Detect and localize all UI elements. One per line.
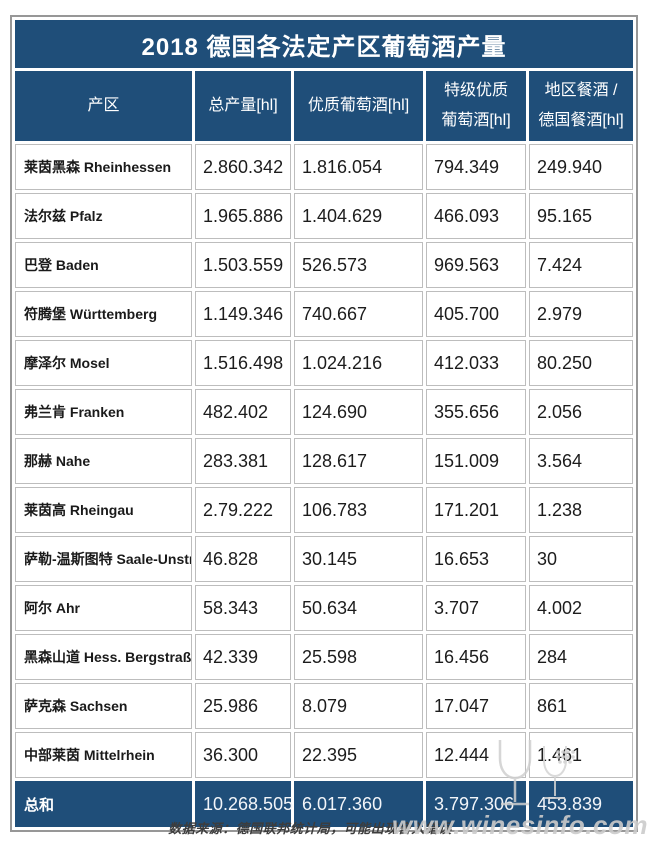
value-cell: 1.149.346: [195, 291, 291, 337]
value-cell: 46.828: [195, 536, 291, 582]
value-cell: 1.238: [529, 487, 634, 533]
value-cell: 50.634: [294, 585, 423, 631]
value-cell: 4.002: [529, 585, 634, 631]
value-cell: 16.653: [426, 536, 526, 582]
table-row: 阿尔 Ahr 58.343 50.634 3.707 4.002: [15, 585, 634, 631]
value-cell: 124.690: [294, 389, 423, 435]
table-row: 弗兰肯 Franken 482.402 124.690 355.656 2.05…: [15, 389, 634, 435]
region-cell: 黑森山道 Hess. Bergstraße: [15, 634, 192, 680]
region-cell: 阿尔 Ahr: [15, 585, 192, 631]
value-cell: 2.79.222: [195, 487, 291, 533]
value-cell: 3.564: [529, 438, 634, 484]
total-value-cell: 6.017.360: [294, 781, 423, 827]
value-cell: 1.516.498: [195, 340, 291, 386]
value-cell: 412.033: [426, 340, 526, 386]
value-cell: 284: [529, 634, 634, 680]
value-cell: 22.395: [294, 732, 423, 778]
region-cell: 萨克森 Sachsen: [15, 683, 192, 729]
table-row: 萨克森 Sachsen 25.986 8.079 17.047 861: [15, 683, 634, 729]
region-cell: 莱茵黑森 Rheinhessen: [15, 144, 192, 190]
column-header-region: 产区: [15, 71, 192, 141]
table-row: 萨勒-温斯图特 Saale-Unstrut 46.828 30.145 16.6…: [15, 536, 634, 582]
value-cell: 12.444: [426, 732, 526, 778]
region-cell: 符腾堡 Württemberg: [15, 291, 192, 337]
region-cell: 摩泽尔 Mosel: [15, 340, 192, 386]
region-cell: 萨勒-温斯图特 Saale-Unstrut: [15, 536, 192, 582]
value-cell: 355.656: [426, 389, 526, 435]
value-cell: 8.079: [294, 683, 423, 729]
value-cell: 1.965.886: [195, 193, 291, 239]
column-header-premium: 特级优质 葡萄酒[hl]: [426, 71, 526, 141]
header-row: 产区 总产量[hl] 优质葡萄酒[hl] 特级优质 葡萄酒[hl] 地区餐酒 /…: [15, 71, 634, 141]
data-source-note: 数据来源：德国联邦统计局，可能出现舍入错误: [168, 821, 452, 836]
wine-production-table: 2018 德国各法定产区葡萄酒产量 产区 总产量[hl] 优质葡萄酒[hl] 特…: [10, 15, 639, 832]
value-cell: 861: [529, 683, 634, 729]
total-row: 总和 10.268.505 6.017.360 3.797.306 453.83…: [15, 781, 634, 827]
value-cell: 151.009: [426, 438, 526, 484]
value-cell: 171.201: [426, 487, 526, 533]
table-row: 符腾堡 Württemberg 1.149.346 740.667 405.70…: [15, 291, 634, 337]
region-cell: 中部莱茵 Mittelrhein: [15, 732, 192, 778]
table-row: 巴登 Baden 1.503.559 526.573 969.563 7.424: [15, 242, 634, 288]
table-row: 法尔兹 Pfalz 1.965.886 1.404.629 466.093 95…: [15, 193, 634, 239]
value-cell: 16.456: [426, 634, 526, 680]
region-cell: 巴登 Baden: [15, 242, 192, 288]
value-cell: 969.563: [426, 242, 526, 288]
value-cell: 30: [529, 536, 634, 582]
value-cell: 1.404.629: [294, 193, 423, 239]
region-cell: 那赫 Nahe: [15, 438, 192, 484]
table-row: 莱茵高 Rheingau 2.79.222 106.783 171.201 1.…: [15, 487, 634, 533]
value-cell: 1.024.216: [294, 340, 423, 386]
value-cell: 2.860.342: [195, 144, 291, 190]
total-value-cell: 10.268.505: [195, 781, 293, 827]
value-cell: 30.145: [294, 536, 423, 582]
column-header-quality: 优质葡萄酒[hl]: [294, 71, 423, 141]
value-cell: 740.667: [294, 291, 423, 337]
value-cell: 80.250: [529, 340, 634, 386]
value-cell: 1.816.054: [294, 144, 423, 190]
value-cell: 526.573: [294, 242, 423, 288]
wine-glasses-watermark-icon: [498, 740, 575, 806]
value-cell: 25.986: [195, 683, 291, 729]
total-label: 总和: [15, 781, 192, 827]
value-cell: 1.503.559: [195, 242, 291, 288]
value-cell: 17.047: [426, 683, 526, 729]
region-cell: 莱茵高 Rheingau: [15, 487, 192, 533]
region-cell: 弗兰肯 Franken: [15, 389, 192, 435]
value-cell: 36.300: [195, 732, 291, 778]
value-cell: 106.783: [294, 487, 423, 533]
title-row: 2018 德国各法定产区葡萄酒产量: [15, 20, 634, 68]
value-cell: 3.707: [426, 585, 526, 631]
value-cell: 405.700: [426, 291, 526, 337]
table-row: 那赫 Nahe 283.381 128.617 151.009 3.564: [15, 438, 634, 484]
table-row: 莱茵黑森 Rheinhessen 2.860.342 1.816.054 794…: [15, 144, 634, 190]
value-cell: 466.093: [426, 193, 526, 239]
value-cell: 2.056: [529, 389, 634, 435]
value-cell: 482.402: [195, 389, 291, 435]
value-cell: 25.598: [294, 634, 423, 680]
value-cell: 95.165: [529, 193, 634, 239]
value-cell: 2.979: [529, 291, 634, 337]
column-header-total: 总产量[hl]: [195, 71, 291, 141]
column-header-landwein: 地区餐酒 / 德国餐酒[hl]: [529, 71, 634, 141]
value-cell: 794.349: [426, 144, 526, 190]
table-row: 中部莱茵 Mittelrhein 36.300 22.395 12.444 1.…: [15, 732, 634, 778]
watermark-url-text: www.winesinfo.com: [391, 810, 648, 840]
table-row: 黑森山道 Hess. Bergstraße 42.339 25.598 16.4…: [15, 634, 634, 680]
region-cell: 法尔兹 Pfalz: [15, 193, 192, 239]
total-value-cell: 453.839: [529, 781, 634, 827]
value-cell: 58.343: [195, 585, 291, 631]
value-cell: 7.424: [529, 242, 634, 288]
table-row: 摩泽尔 Mosel 1.516.498 1.024.216 412.033 80…: [15, 340, 634, 386]
value-cell: 283.381: [195, 438, 291, 484]
page-title: 2018 德国各法定产区葡萄酒产量: [15, 20, 634, 68]
value-cell: 249.940: [529, 144, 634, 190]
value-cell: 128.617: [294, 438, 423, 484]
value-cell: 42.339: [195, 634, 291, 680]
